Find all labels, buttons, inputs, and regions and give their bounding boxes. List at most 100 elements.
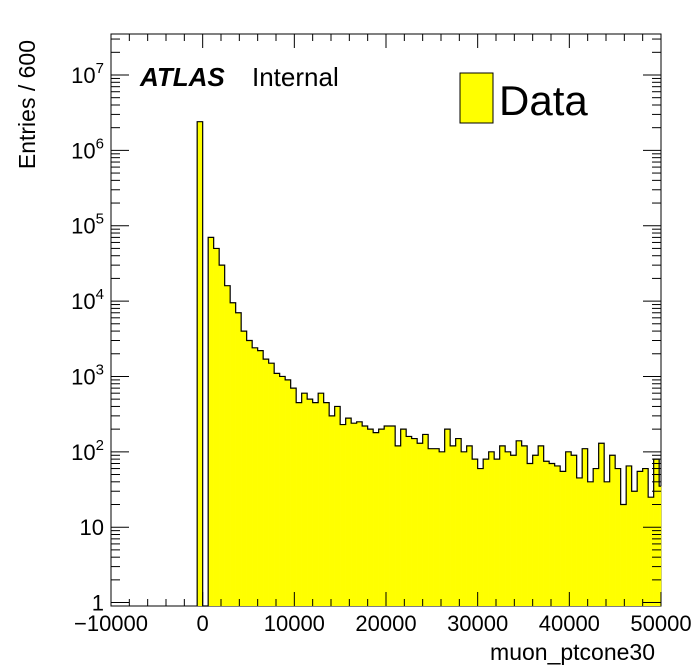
histogram-bar [406, 436, 412, 606]
legend-label: Data [499, 77, 588, 124]
y-tick-label: 106 [71, 135, 104, 163]
histogram-bars [196, 121, 662, 607]
histogram-bar [659, 486, 662, 606]
y-tick-label: 1 [92, 591, 104, 616]
histogram-bar [389, 426, 396, 606]
y-tick-label: 103 [71, 361, 104, 389]
histogram-bar [428, 448, 434, 606]
histogram-bar [653, 459, 660, 606]
histogram-bar [439, 451, 445, 606]
histogram-bar [505, 451, 511, 606]
histogram-bar [334, 406, 341, 606]
histogram-bar [257, 350, 264, 606]
histogram-bar [582, 448, 588, 606]
histogram-bar [301, 393, 308, 606]
histogram-bar [527, 463, 533, 606]
y-axis-title: Entries / 600 [14, 40, 40, 169]
histogram-bar [318, 393, 324, 606]
histogram-bar [593, 468, 599, 606]
histogram-bar [230, 302, 236, 606]
x-tick-label: 50000 [630, 611, 691, 636]
histogram-bar [510, 455, 517, 606]
histogram-bar [521, 445, 528, 606]
histogram-bar [642, 468, 649, 606]
histogram-bar [296, 402, 302, 606]
x-tick-label: 20000 [355, 611, 416, 636]
histogram-bar [378, 429, 385, 606]
histogram-bar [565, 451, 572, 606]
histogram-bar [224, 285, 231, 606]
histogram-bar [246, 340, 253, 606]
histogram-bar [400, 429, 407, 606]
histogram-bar [279, 376, 286, 606]
histogram-bar [604, 481, 610, 606]
histogram-bar [213, 248, 220, 607]
histogram-bar [323, 402, 330, 606]
y-tick-label: 107 [71, 60, 104, 88]
x-tick-label: −10000 [74, 611, 148, 636]
histogram-bar [285, 379, 291, 606]
axes: −10000 0 10000 20000 30000 40000 50000 1 10 102 10… [71, 34, 692, 636]
y-tick-label: 105 [71, 211, 104, 239]
histogram-bar [307, 399, 313, 606]
histogram-bar [494, 459, 500, 606]
histogram-bar [532, 455, 539, 606]
histogram-bar [538, 445, 544, 606]
histogram-bar [466, 445, 473, 606]
histogram-bar [576, 477, 583, 606]
histogram-bar [373, 432, 379, 606]
histogram-bar [433, 448, 440, 606]
histogram-bar [290, 388, 297, 606]
histogram-bar [384, 426, 390, 606]
histogram-bar [587, 481, 594, 606]
histogram-bar [411, 438, 418, 606]
histogram-bar [329, 415, 335, 606]
y-tick-label: 102 [71, 437, 104, 465]
histogram-bar [235, 312, 242, 606]
histogram-bar [472, 459, 478, 606]
histogram-bar [499, 445, 506, 606]
histogram-bar [395, 445, 401, 606]
histogram-bar [417, 443, 423, 606]
histogram-bar [543, 461, 550, 606]
histogram-bar [422, 434, 429, 606]
internal-label: Internal [252, 62, 339, 92]
y-tick-label: 10 [80, 515, 104, 540]
histogram-bar [615, 468, 621, 606]
histogram-bar [444, 429, 451, 606]
histogram-bar [340, 424, 346, 606]
histogram-bar [516, 440, 522, 606]
histogram-bar [620, 504, 627, 606]
histogram-bar [626, 465, 632, 606]
histogram-bar [648, 497, 654, 606]
histogram-bar [554, 465, 561, 606]
histogram-bar [631, 491, 638, 606]
legend-swatch [459, 72, 494, 124]
histogram-bar [461, 451, 467, 606]
histogram-bar [488, 451, 495, 606]
histogram-bar [637, 471, 643, 606]
histogram-bar [549, 463, 555, 606]
histogram-bar [450, 445, 456, 606]
histogram-bar [274, 373, 280, 606]
histogram-outline [196, 121, 661, 607]
histogram-bar [252, 347, 258, 606]
histogram-bar [455, 438, 462, 606]
histogram-bar [356, 421, 363, 606]
histogram-bar [609, 455, 616, 606]
histogram-bar [598, 443, 605, 606]
histogram-bar [345, 418, 352, 606]
histogram-bar [268, 363, 275, 606]
histogram-bar [197, 121, 203, 607]
histogram-bar [208, 237, 214, 606]
histogram-bar [483, 459, 489, 606]
histogram-bar [219, 265, 225, 606]
x-tick-label: 40000 [539, 611, 600, 636]
x-axis-title: muon_ptcone30 [490, 639, 655, 665]
histogram-bar [560, 471, 566, 606]
y-tick-label: 104 [71, 286, 104, 314]
histogram-bar [241, 331, 247, 606]
histogram-bar [367, 429, 374, 606]
histogram-bar [351, 423, 357, 606]
